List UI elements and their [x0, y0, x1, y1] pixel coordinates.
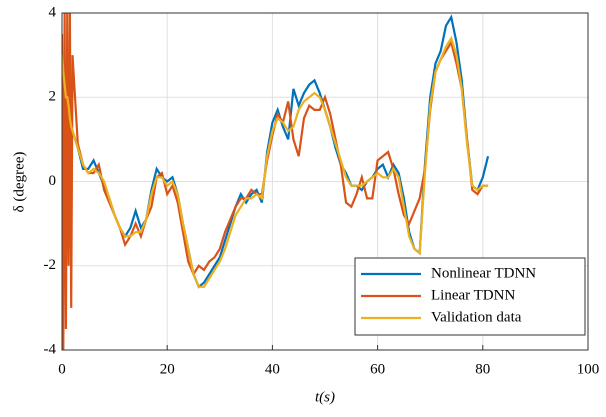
- y-tick-label: -2: [44, 257, 57, 273]
- x-tick-label: 80: [475, 361, 490, 377]
- legend-label: Linear TDNN: [431, 287, 515, 303]
- x-tick-label: 0: [58, 361, 66, 377]
- y-tick-label: -4: [44, 341, 57, 357]
- series-line: [62, 14, 490, 289]
- x-tick-label: 60: [370, 361, 385, 377]
- y-axis-label: δ (degree): [11, 152, 27, 213]
- y-tick-label: 2: [49, 89, 57, 105]
- y-tick-label: 0: [49, 173, 57, 189]
- x-tick-label: 40: [265, 361, 280, 377]
- legend-label: Validation data: [431, 309, 522, 325]
- y-tick-label: 4: [49, 4, 57, 20]
- x-tick-label: 20: [160, 361, 175, 377]
- legend-label: Nonlinear TDNN: [431, 265, 536, 281]
- series-line: [62, 13, 489, 350]
- x-axis-label: t(s): [315, 389, 335, 405]
- x-tick-label: 100: [577, 361, 600, 377]
- series-line: [62, 35, 489, 288]
- axes-box: [61, 12, 589, 351]
